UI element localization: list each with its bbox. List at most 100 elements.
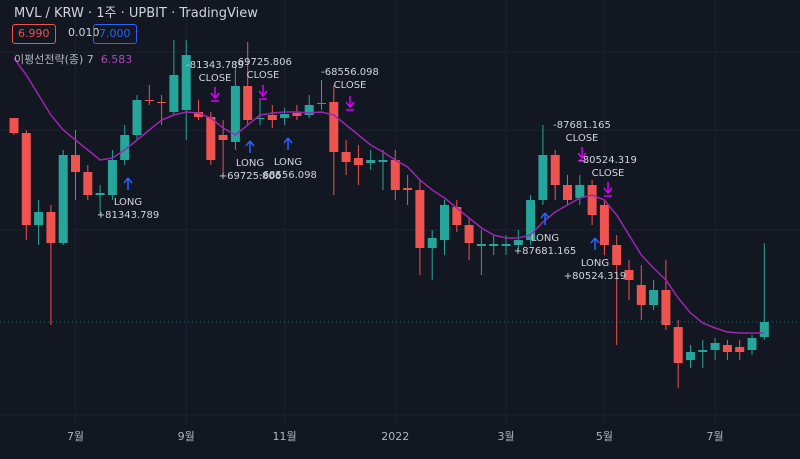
symbol-title: MVL / KRW · 1주 · UPBIT · TradingView [14,6,258,21]
indicator-name: 이평선전략(종) 7 [14,53,94,66]
candle-body [120,135,130,160]
signal-label: -87681.165 [553,120,611,131]
x-tick-label: 2022 [381,430,409,443]
candle-body [107,160,117,195]
candle-body [292,113,302,116]
signal-label: +81343.789 [97,210,159,221]
candle-body [21,133,31,225]
candle-body [587,185,597,215]
candle-body [9,118,19,133]
signal-label: LONG [581,258,609,269]
candle-body [722,345,732,352]
candle-body [636,285,646,305]
long-arrow [245,140,255,153]
candle-body [415,190,425,248]
ask[interactable]: 7.000 [93,24,137,44]
x-tick-label: 3월 [497,430,514,443]
signal-label: -68556.098 [259,170,317,181]
long-arrow [283,137,293,150]
candle-body [317,103,326,104]
candle-body [476,244,486,246]
signal-label: CLOSE [247,70,280,81]
close-arrow [210,87,220,102]
candle-body [132,100,142,135]
candle-body [710,343,720,350]
signal-label: LONG [531,233,559,244]
x-tick-label: 7월 [707,430,724,443]
signal-label: -80524.319 [579,155,637,166]
x-tick-label: 11월 [273,430,297,443]
candle-body [95,193,105,195]
candle-body [230,86,240,142]
candle-body [464,225,474,243]
candle-body [599,205,609,245]
candle-body [243,86,253,120]
candle-body [83,172,93,195]
candle-body [280,114,290,118]
long-arrow [590,237,600,250]
candle-body [194,112,203,117]
signal-label: CLOSE [334,80,367,91]
candle-body [489,244,499,246]
signal-label: +80524.319 [564,271,626,282]
candle-body [255,118,265,119]
signal-label: LONG [236,158,264,169]
long-arrow [123,177,133,190]
candle-body [390,160,400,190]
candle-body [698,350,708,352]
candle-body [304,105,314,115]
candle-body [267,115,277,120]
indicator-value: 6.583 [100,53,133,66]
candle-body [612,245,622,265]
candle-body [526,200,536,240]
candle-body [181,55,191,110]
x-tick-label: 5월 [596,430,613,443]
candle-body [157,102,167,103]
candle-body [452,207,462,225]
candle-body [686,352,695,360]
signal-label: -69725.806 [234,57,292,68]
candle-body [538,155,548,200]
candle-body [759,322,769,337]
candle-body [46,212,56,243]
close-arrow [577,147,587,162]
long-arrow [540,212,550,225]
candle-body [366,160,376,163]
candle-body [341,152,351,162]
signal-label: CLOSE [592,168,625,179]
candle-body [513,240,523,245]
moving-average [13,57,765,334]
signal-label: CLOSE [566,133,599,144]
candle-body [440,205,449,240]
candle-body [501,244,511,246]
candle-body [575,185,585,198]
candle-body [403,188,413,190]
close-arrow [258,85,268,100]
candle-body [34,212,44,225]
signal-label: -81343.789 [186,60,244,71]
candle-body [624,270,634,280]
candle-body [144,100,154,101]
signal-label: +87681.165 [514,246,576,257]
bid[interactable]: 6.990 [12,24,56,44]
candle-body [427,238,437,248]
candle-body [206,117,216,160]
time-axis [0,424,800,459]
signal-label: CLOSE [199,73,232,84]
candle-body [218,135,228,140]
signal-label: LONG [274,157,302,168]
candle-body [673,327,683,363]
candle-body [169,75,179,112]
indicator-legend: 이평선전략(종) 7 6.583 [14,51,132,67]
candle-body [550,155,560,185]
close-arrow [603,182,613,197]
candle-body [661,290,671,325]
candle-body [747,338,757,350]
candle-body [353,158,363,165]
signal-label: -68556.098 [321,67,379,78]
candle-body [735,347,745,352]
signal-label: LONG [114,197,142,208]
x-tick-label: 9월 [178,430,195,443]
